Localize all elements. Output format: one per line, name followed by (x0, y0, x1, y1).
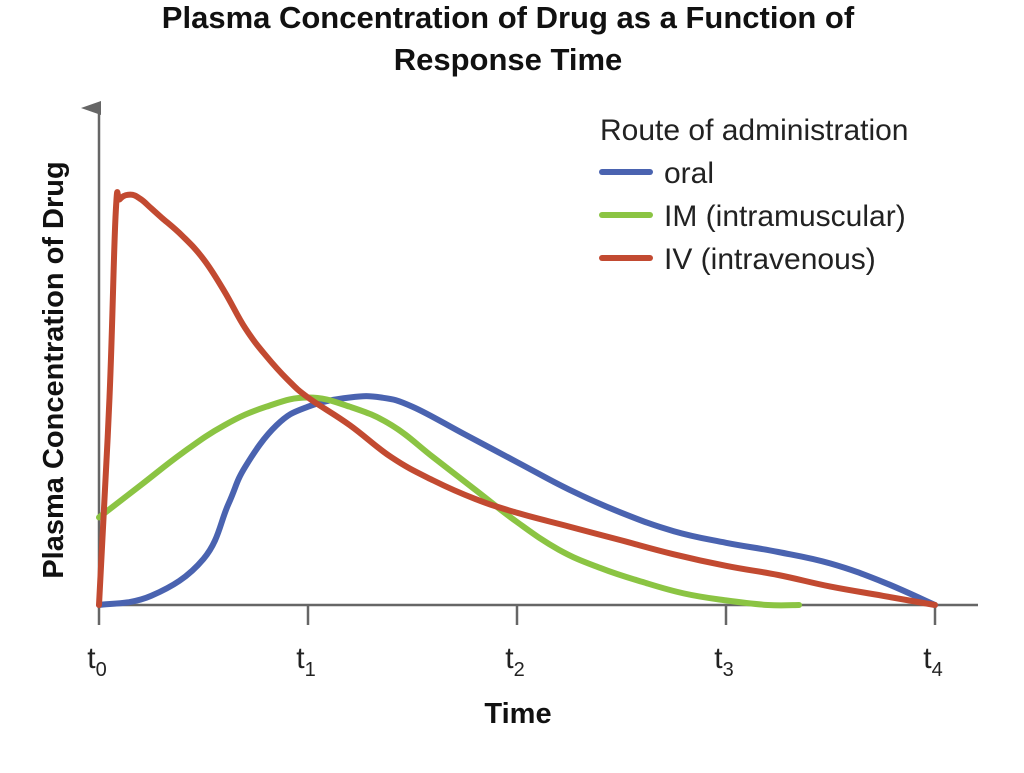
series-lines (96, 189, 938, 609)
series-line-im (96, 394, 803, 609)
x-tick-label: t4 (923, 642, 942, 681)
x-tick-label: t3 (714, 642, 733, 681)
x-axis-label: Time (484, 698, 551, 730)
chart-title-line1: Plasma Concentration of Drug as a Functi… (162, 0, 855, 35)
legend-items: oral IM (intramuscular) IV (intravenous) (599, 157, 906, 276)
chart-title-line2: Response Time (394, 42, 623, 77)
legend-label: oral (664, 157, 714, 190)
series-line-iv (96, 189, 938, 608)
x-tick-label: t1 (296, 642, 315, 681)
series-line-oral (96, 393, 938, 608)
x-tick-label: t0 (87, 642, 106, 681)
legend-title: Route of administration (600, 114, 909, 147)
x-ticks: t0 t1 t2 t3 t4 (87, 605, 943, 681)
x-tick-label: t2 (505, 642, 524, 681)
y-axis-label: Plasma Concentration of Drug (38, 161, 70, 578)
legend-label: IM (intramuscular) (664, 200, 906, 233)
legend: Route of administration oral IM (intramus… (599, 114, 909, 276)
legend-label: IV (intravenous) (664, 243, 876, 276)
